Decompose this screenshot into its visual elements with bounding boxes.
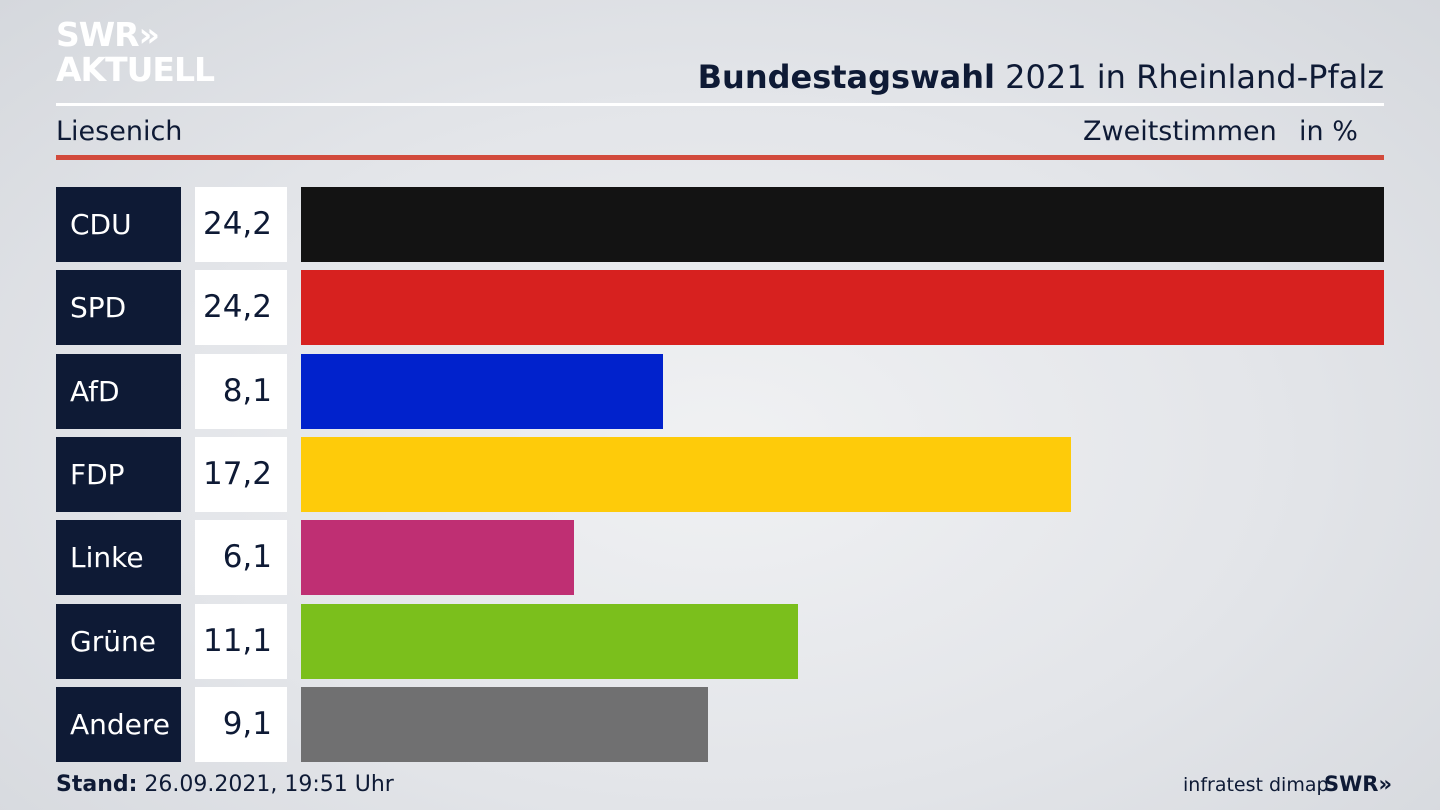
header-divider [56, 103, 1384, 106]
value-label: 17,2 [195, 436, 287, 512]
bar-row: CDU 24,2 [0, 187, 1440, 262]
party-label: Andere [56, 686, 181, 762]
stand-label: Stand: [56, 772, 138, 797]
party-label: AfD [56, 353, 181, 429]
source-label: infratest dimap [1183, 774, 1329, 796]
value-label: 6,1 [195, 520, 287, 596]
unit-label: in % [1299, 116, 1358, 147]
bar [301, 686, 708, 762]
value-label: 8,1 [195, 353, 287, 429]
timestamp: Stand: 26.09.2021, 19:51 Uhr [56, 772, 394, 797]
title-rest: 2021 in Rheinland-Pfalz [995, 58, 1384, 96]
party-label: Linke [56, 520, 181, 596]
region-label: Liesenich [56, 116, 183, 147]
bar-row: FDP 17,2 [0, 436, 1440, 512]
value-label: 9,1 [195, 686, 287, 762]
party-label: Grüne [56, 603, 181, 679]
swr-footer-logo: SWR» [1324, 772, 1393, 796]
stand-value: 26.09.2021, 19:51 Uhr [137, 772, 394, 797]
bar-row: SPD 24,2 [0, 270, 1440, 346]
bar [301, 436, 1071, 512]
party-label: SPD [56, 270, 181, 346]
bar-row: Andere 9,1 [0, 686, 1440, 762]
logo-line-1: SWR» [56, 15, 160, 54]
value-label: 11,1 [195, 603, 287, 679]
measure-label: Zweitstimmen [1083, 116, 1277, 147]
party-label: FDP [56, 436, 181, 512]
bar-row: Grüne 11,1 [0, 603, 1440, 679]
bar-row: AfD 8,1 [0, 353, 1440, 429]
bar [301, 270, 1384, 346]
logo-line-2: AKTUELL [56, 50, 215, 89]
bar [301, 353, 663, 429]
party-label: CDU [56, 187, 181, 262]
bar [301, 520, 574, 596]
bar [301, 603, 798, 679]
chart-title: Bundestagswahl 2021 in Rheinland-Pfalz [698, 58, 1384, 96]
accent-divider [56, 155, 1384, 160]
swr-aktuell-logo: SWR» AKTUELL [56, 15, 215, 89]
value-label: 24,2 [195, 187, 287, 262]
value-label: 24,2 [195, 270, 287, 346]
bar [301, 187, 1384, 262]
bar-row: Linke 6,1 [0, 520, 1440, 596]
title-bold: Bundestagswahl [697, 58, 995, 96]
